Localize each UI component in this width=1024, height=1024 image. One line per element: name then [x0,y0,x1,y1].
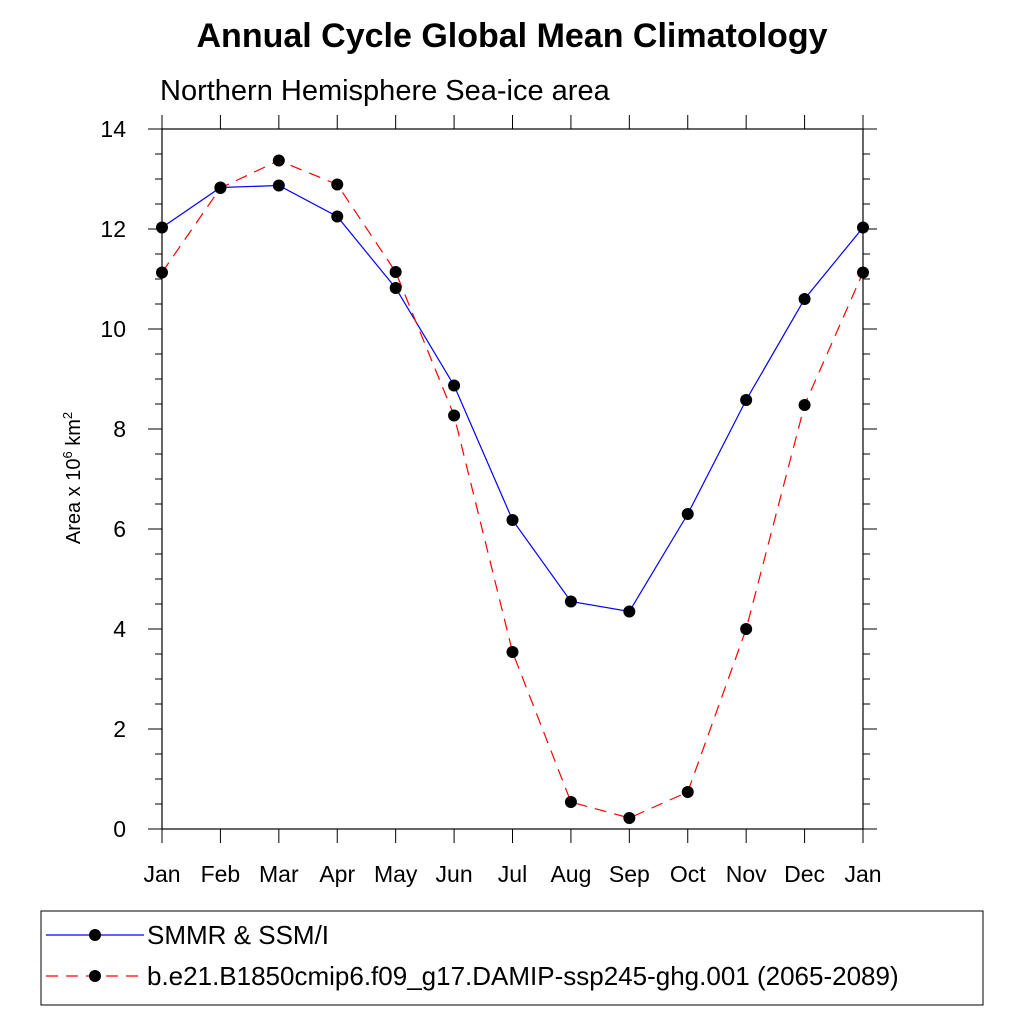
legend-box [40,910,984,1006]
series-2-point [798,399,811,411]
series-2-point [156,266,168,279]
series-2-point [623,812,636,824]
series-2-point [214,182,227,194]
y-tick-label: 2 [113,716,126,742]
x-tick-label: Jul [498,861,527,887]
x-tick-label: Jan [844,861,881,887]
legend-label-series-1: SMMR & SSM/I [147,920,329,950]
series-1-point [798,293,811,305]
y-tick-label: 10 [100,316,126,342]
series-1-point [623,605,636,618]
x-tick-label: Mar [259,861,299,887]
x-tick-label: Aug [550,861,591,887]
series-2-point [857,266,869,279]
y-tick-label: 6 [113,516,126,542]
series-1-point [272,179,285,192]
series-1-point [857,221,869,234]
series-1-point [389,282,402,294]
y-tick-label: 0 [113,816,126,842]
x-tick-label: Jun [436,861,473,887]
series-2-point [389,266,402,278]
chart-title: Annual Cycle Global Mean Climatology [197,17,828,55]
series-2-point [740,623,753,635]
series-2-point [448,409,461,422]
series-2-point [331,178,344,191]
series-1-line [161,184,864,613]
y-tick-label: 12 [100,216,126,242]
series-2-point [506,646,519,658]
series-layer [156,154,869,824]
legend-label-series-2: b.e21.B1850cmip6.f09_g17.DAMIP-ssp245-gh… [147,961,899,991]
x-tick-label: Apr [319,861,355,887]
y-axis-label-unit-exponent: 2 [60,412,75,419]
y-axis-label-unit: km [63,419,85,451]
plot-frame [161,128,864,830]
y-tick-label: 14 [100,116,126,142]
x-tick-labels: Jan Feb Mar Apr May Jun Jul Aug Sep Oct Nov Dec Jan [143,861,881,887]
axis-ticks [148,115,877,843]
x-tick-label: Jan [143,861,180,887]
legend-marker-series-1 [89,929,101,941]
series-1-point [740,394,753,406]
chart-subtitle: Northern Hemisphere Sea-ice area [160,75,611,107]
series-1-point [331,210,344,223]
x-tick-label: Nov [726,861,767,887]
x-tick-label: Feb [201,861,241,887]
legend: SMMR & SSM/I b.e21.B1850cmip6.f09_g17.DA… [40,910,984,1006]
x-tick-label: Dec [784,861,825,887]
series-2-point [681,786,694,798]
x-tick-label: Oct [670,861,706,887]
y-tick-labels: 0 2 4 6 8 10 12 14 [100,116,126,842]
series-1-point [506,514,519,526]
x-tick-label: Sep [609,861,650,887]
legend-marker-series-2 [89,970,101,982]
series-1-point [156,221,168,234]
series-1-point [564,595,577,608]
y-tick-label: 8 [113,416,126,442]
series-1-point [681,508,694,520]
y-axis-label: Area x 106 km2 [60,412,85,544]
y-tick-label: 4 [113,616,126,642]
y-axis-label-base: Area x 10 [63,459,85,545]
series-2-line [161,159,864,819]
series-2-point [272,154,285,167]
y-axis-label-exponent: 6 [60,451,75,458]
series-2-point [564,796,577,808]
series-1-point [448,379,461,392]
x-tick-label: May [374,861,418,887]
